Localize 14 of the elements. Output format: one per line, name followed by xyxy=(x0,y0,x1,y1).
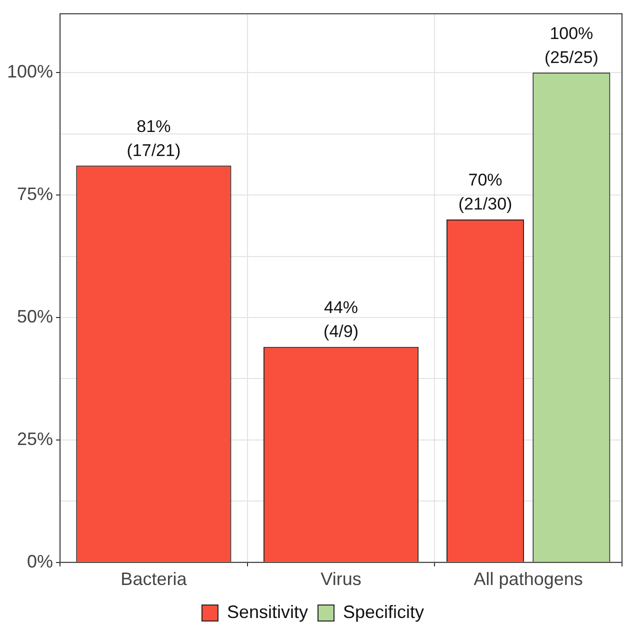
y-tick-label: 50% xyxy=(17,306,54,326)
data-label: 44% (4/9) xyxy=(324,298,359,342)
legend-label: Specificity xyxy=(343,602,424,622)
y-tick-label: 75% xyxy=(17,184,54,204)
data-label: 70% (21/30) xyxy=(458,170,512,214)
y-tick-label: 25% xyxy=(17,428,54,449)
y-tick-label: 0% xyxy=(27,551,54,572)
data-label: 100% (25/25) xyxy=(544,24,598,67)
y-tick-label: 100% xyxy=(6,62,54,82)
x-tick-label: Virus xyxy=(320,569,362,590)
legend-label: Sensitivity xyxy=(226,602,308,622)
x-tick-label: All pathogens xyxy=(474,569,583,590)
data-label: 81% (17/21) xyxy=(126,116,181,160)
x-tick-label: Bacteria xyxy=(120,569,188,590)
